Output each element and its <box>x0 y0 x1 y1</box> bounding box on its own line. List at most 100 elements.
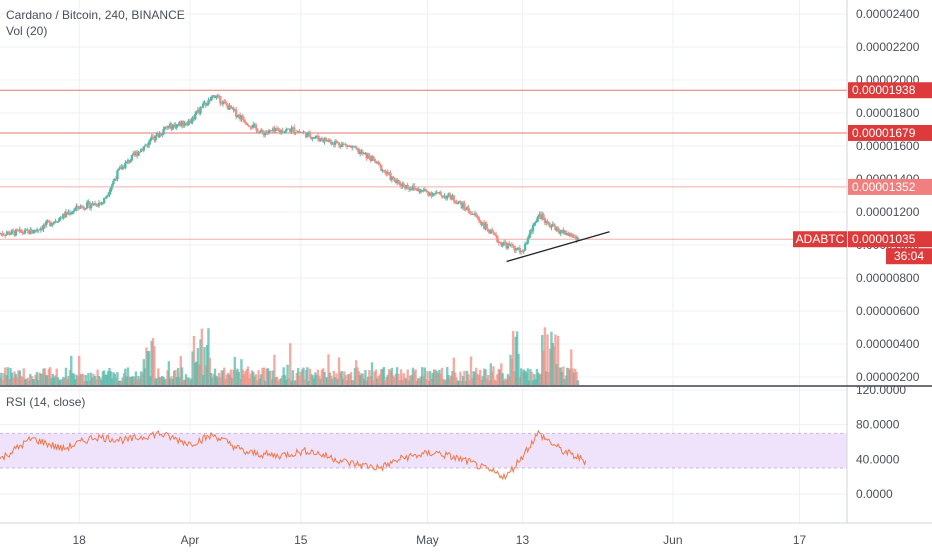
candle <box>452 195 456 201</box>
volume-bar <box>93 376 97 385</box>
volume-bar <box>120 380 123 385</box>
volume-bar <box>456 380 460 385</box>
volume-bar <box>87 373 90 385</box>
volume-bar <box>54 375 57 385</box>
volume-bar <box>246 366 250 385</box>
candle <box>27 230 31 235</box>
candle <box>217 95 221 97</box>
volume-bar <box>191 351 194 385</box>
candle <box>566 233 569 235</box>
rsi-tick-label: 80.0000 <box>856 418 900 432</box>
volume-bar <box>248 378 251 385</box>
volume-bar <box>542 350 545 385</box>
candle <box>167 125 171 128</box>
candle <box>289 129 292 132</box>
candle <box>451 195 454 200</box>
candle <box>476 216 479 218</box>
candle <box>88 201 91 209</box>
volume-bar <box>35 372 39 385</box>
candle <box>385 172 388 174</box>
volume-bar <box>471 377 474 385</box>
volume-bar <box>6 367 10 385</box>
volume-bar <box>336 378 339 385</box>
volume-bar <box>50 378 53 385</box>
candle <box>35 230 39 232</box>
candle <box>318 138 321 141</box>
candle <box>54 221 57 223</box>
candle <box>221 101 225 105</box>
candle <box>110 184 114 188</box>
volume-bar <box>39 373 43 385</box>
volume-bar <box>380 369 383 385</box>
volume-bar <box>31 378 35 385</box>
candle <box>457 201 461 203</box>
volume-bar <box>287 378 291 385</box>
volume-bar <box>101 371 105 385</box>
volume-bar <box>67 376 70 385</box>
volume-bar <box>551 342 554 385</box>
candle <box>571 235 574 238</box>
candle <box>153 137 156 141</box>
volume-bar <box>92 374 95 385</box>
volume-bar <box>559 367 562 385</box>
price-labels: 0.00001938 0.00001679 0.00001352 0.00001035… <box>793 82 932 265</box>
candle <box>364 153 367 155</box>
volume-bar <box>149 376 152 385</box>
candle <box>460 203 463 209</box>
candle <box>42 224 45 230</box>
volume-bar <box>467 374 470 385</box>
volume-bar <box>393 377 396 385</box>
volume-bar <box>299 371 303 385</box>
volume-bar <box>285 379 288 385</box>
candle <box>1 233 4 235</box>
rsi-tick-label: 120.0000 <box>856 383 906 397</box>
candle <box>187 120 190 125</box>
volume-bar <box>324 377 328 385</box>
candle <box>311 137 314 139</box>
volume-bar <box>171 379 175 385</box>
volume-bar <box>190 378 193 385</box>
candle <box>291 127 295 129</box>
volume-bar <box>89 372 93 385</box>
volume-bar <box>293 380 296 385</box>
volume-bar <box>159 377 163 385</box>
volume-bar <box>410 375 413 385</box>
volume-bar <box>459 371 462 385</box>
candle <box>340 144 343 148</box>
candle <box>85 202 89 209</box>
candle <box>223 101 226 103</box>
candle <box>30 229 33 234</box>
candle <box>80 206 83 208</box>
volume-bar <box>192 335 196 385</box>
candle <box>201 103 205 108</box>
candles <box>0 93 580 255</box>
price-tick-label: 0.00001800 <box>856 106 920 120</box>
candle <box>361 151 365 154</box>
candle <box>138 151 142 153</box>
candle <box>279 130 283 133</box>
volume-bar <box>513 371 516 385</box>
candle <box>154 135 157 141</box>
volume-bar <box>331 378 334 385</box>
volume-bar <box>381 368 384 385</box>
volume-bar <box>431 373 434 385</box>
candle <box>355 146 358 149</box>
volume-bar <box>252 371 255 385</box>
volume-bar <box>106 371 110 385</box>
volume-bar <box>43 368 47 385</box>
volume-bar <box>286 364 289 385</box>
candle <box>468 210 471 214</box>
volume-bar <box>562 366 565 385</box>
volume-bar <box>26 377 29 385</box>
candle <box>382 170 386 172</box>
volume-bar <box>411 367 415 385</box>
volume-bar <box>295 372 299 385</box>
volume-bar <box>125 376 128 385</box>
volume-bar <box>196 348 200 385</box>
candle <box>575 237 578 241</box>
candle <box>298 131 301 133</box>
volume-bar <box>211 377 214 385</box>
candle <box>141 149 144 151</box>
